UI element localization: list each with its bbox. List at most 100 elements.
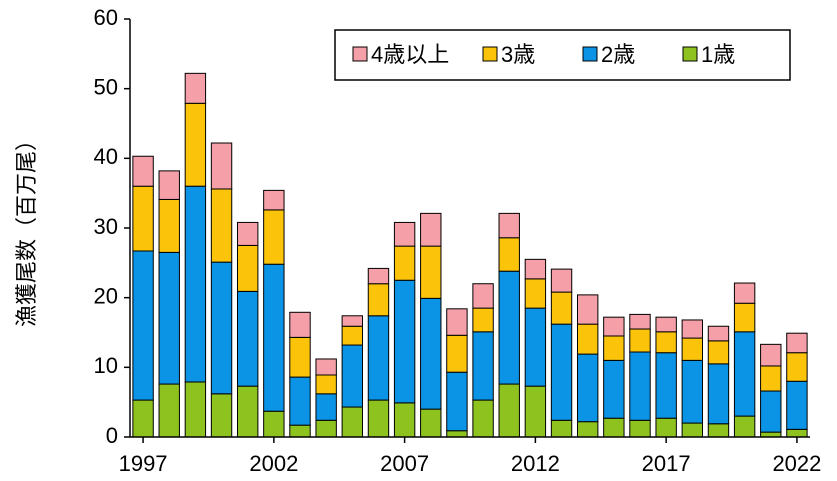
bar-segment (420, 408, 442, 438)
bar-segment (603, 359, 625, 419)
bar-segment (210, 393, 233, 438)
bar-segment (707, 340, 730, 365)
x-tick-label: 2012 (511, 451, 560, 476)
bar-segment (184, 102, 207, 187)
y-tick-label: 20 (94, 283, 118, 308)
bar-segment (184, 185, 207, 383)
bar-segment (393, 245, 416, 281)
bar-segment (472, 283, 494, 309)
y-tick-label: 30 (94, 214, 118, 239)
bar-segment (132, 155, 154, 187)
bar-segment (707, 325, 730, 342)
bar-segment (420, 297, 442, 410)
bar-segment (760, 390, 782, 433)
bar-segment (420, 212, 442, 247)
bar-segment (184, 381, 207, 438)
bar-segment (498, 383, 520, 438)
bar-segment (393, 221, 416, 247)
bar-segment (786, 428, 808, 438)
bar-segment (603, 316, 625, 337)
legend-swatch (582, 46, 598, 62)
bar-segment (393, 279, 416, 404)
legend-label: 3歳 (501, 42, 535, 67)
bar-segment (158, 251, 180, 385)
bar-segment (786, 332, 808, 354)
bar-segment (524, 278, 547, 309)
x-tick-label: 2007 (380, 451, 429, 476)
bar-segment (236, 221, 259, 246)
bar-segment (550, 323, 573, 421)
bar-segment (315, 419, 337, 438)
legend-swatch (682, 46, 698, 62)
bar-segment (629, 328, 651, 353)
bar-segment (289, 424, 311, 438)
bar-segment (760, 343, 782, 367)
bar-segment (681, 359, 704, 424)
bar-segment (446, 308, 468, 336)
bar-segment (315, 374, 337, 395)
y-tick-label: 40 (94, 144, 118, 169)
bar-segment (524, 307, 547, 387)
bar-segment (446, 371, 468, 432)
bar-segment (524, 258, 547, 280)
bar-segment (733, 415, 756, 438)
bar-segment (498, 270, 520, 385)
bar-segment (446, 430, 468, 438)
bar-segment (393, 402, 416, 438)
bar-segment (733, 282, 756, 304)
bar-segment (289, 376, 311, 426)
bar-segment (132, 399, 154, 438)
bar-segment (760, 365, 782, 392)
bar-segment (576, 323, 599, 355)
bar-segment (132, 250, 154, 401)
bar-segment (158, 198, 180, 253)
bar-segment (420, 245, 442, 299)
bar-segment (341, 406, 364, 438)
y-tick-label: 10 (94, 353, 118, 378)
bar-segment (603, 335, 625, 361)
legend-swatch (352, 46, 368, 62)
bar-segment (550, 419, 573, 438)
legend-label: 2歳 (601, 42, 635, 67)
bar-segment (210, 261, 233, 395)
bar-segment (341, 344, 364, 408)
bar-segment (603, 417, 625, 438)
x-tick-label: 2002 (249, 451, 298, 476)
bar-segment (158, 383, 180, 438)
bar-segment (184, 72, 207, 104)
bar-segment (367, 315, 390, 401)
bar-segment (629, 351, 651, 421)
bar-segment (367, 399, 390, 438)
bar-segment (263, 189, 285, 211)
bar-segment (655, 417, 677, 438)
legend-label: 4歳以上 (371, 42, 449, 67)
bar-segment (733, 302, 756, 333)
bar-segment (576, 294, 599, 325)
bar-segment (655, 331, 677, 354)
bar-segment (629, 313, 651, 330)
bar-segment (550, 268, 573, 293)
y-tick-label: 50 (94, 74, 118, 99)
bar-segment (576, 421, 599, 438)
legend-box (334, 29, 791, 81)
y-tick-label: 0 (106, 423, 118, 448)
bar-segment (707, 363, 730, 425)
x-tick-label: 2022 (772, 451, 821, 476)
bar-segment (263, 209, 285, 265)
bar-segment (315, 358, 337, 376)
x-tick-label: 2017 (642, 451, 691, 476)
bar-segment (524, 385, 547, 438)
bar-segment (210, 142, 233, 190)
bar-segment (655, 316, 677, 333)
bar-segment (263, 263, 285, 412)
bar-segment (367, 267, 390, 285)
bar-segment (289, 336, 311, 378)
bar-segment (681, 422, 704, 438)
bar-segment (263, 410, 285, 438)
bar-segment (681, 337, 704, 361)
bar-segment (341, 325, 364, 346)
bar-segment (576, 353, 599, 423)
bar-segment (550, 291, 573, 325)
